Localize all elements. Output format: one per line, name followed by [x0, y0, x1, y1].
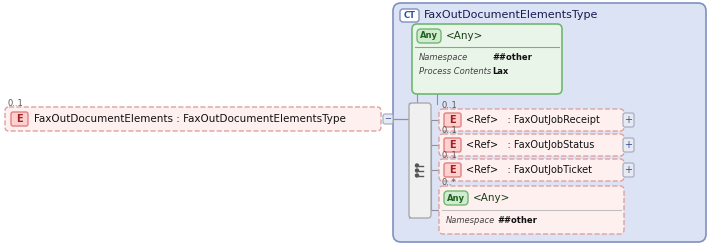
FancyBboxPatch shape	[623, 163, 634, 177]
Text: −: −	[384, 114, 391, 123]
Text: E: E	[450, 140, 456, 150]
FancyBboxPatch shape	[444, 163, 461, 177]
Text: +: +	[625, 140, 632, 150]
Text: Any: Any	[420, 32, 438, 40]
FancyBboxPatch shape	[439, 134, 624, 156]
Text: Any: Any	[447, 194, 465, 203]
Text: 0..1: 0..1	[441, 100, 457, 110]
FancyBboxPatch shape	[444, 113, 461, 127]
Circle shape	[415, 164, 418, 167]
FancyBboxPatch shape	[400, 9, 419, 22]
FancyBboxPatch shape	[444, 138, 461, 152]
Text: <Ref>   : FaxOutJobTicket: <Ref> : FaxOutJobTicket	[466, 165, 592, 175]
Text: CT: CT	[403, 11, 415, 20]
Text: FaxOutDocumentElements : FaxOutDocumentElementsType: FaxOutDocumentElements : FaxOutDocumentE…	[34, 114, 346, 124]
FancyBboxPatch shape	[439, 109, 624, 131]
FancyBboxPatch shape	[623, 138, 634, 152]
Circle shape	[415, 174, 418, 177]
Text: <Ref>   : FaxOutJobReceipt: <Ref> : FaxOutJobReceipt	[466, 115, 600, 125]
FancyBboxPatch shape	[412, 24, 562, 94]
Text: Namespace: Namespace	[419, 52, 468, 61]
Text: E: E	[16, 114, 23, 124]
FancyBboxPatch shape	[439, 186, 624, 234]
FancyBboxPatch shape	[393, 3, 706, 242]
Text: +: +	[625, 165, 632, 175]
Text: +: +	[625, 115, 632, 125]
Text: E: E	[450, 115, 456, 125]
FancyBboxPatch shape	[439, 159, 624, 181]
Text: ##other: ##other	[492, 52, 532, 61]
Text: FaxOutDocumentElementsType: FaxOutDocumentElementsType	[424, 11, 598, 21]
Text: 0..1: 0..1	[441, 150, 457, 159]
Text: Lax: Lax	[492, 66, 508, 75]
Text: 0..1: 0..1	[441, 125, 457, 135]
Text: E: E	[450, 165, 456, 175]
Text: <Any>: <Any>	[446, 31, 484, 41]
Text: <Any>: <Any>	[473, 193, 510, 203]
Text: 0..*: 0..*	[441, 177, 456, 186]
Circle shape	[415, 169, 418, 172]
FancyBboxPatch shape	[383, 114, 393, 124]
FancyBboxPatch shape	[5, 107, 381, 131]
Text: Process Contents: Process Contents	[419, 66, 491, 75]
FancyBboxPatch shape	[417, 29, 441, 43]
Text: Namespace: Namespace	[446, 216, 496, 224]
FancyBboxPatch shape	[11, 112, 28, 126]
FancyBboxPatch shape	[409, 103, 431, 218]
Text: 0..1: 0..1	[7, 98, 23, 108]
Text: ##other: ##other	[497, 216, 537, 224]
FancyBboxPatch shape	[623, 113, 634, 127]
FancyBboxPatch shape	[444, 191, 468, 205]
Text: <Ref>   : FaxOutJobStatus: <Ref> : FaxOutJobStatus	[466, 140, 594, 150]
